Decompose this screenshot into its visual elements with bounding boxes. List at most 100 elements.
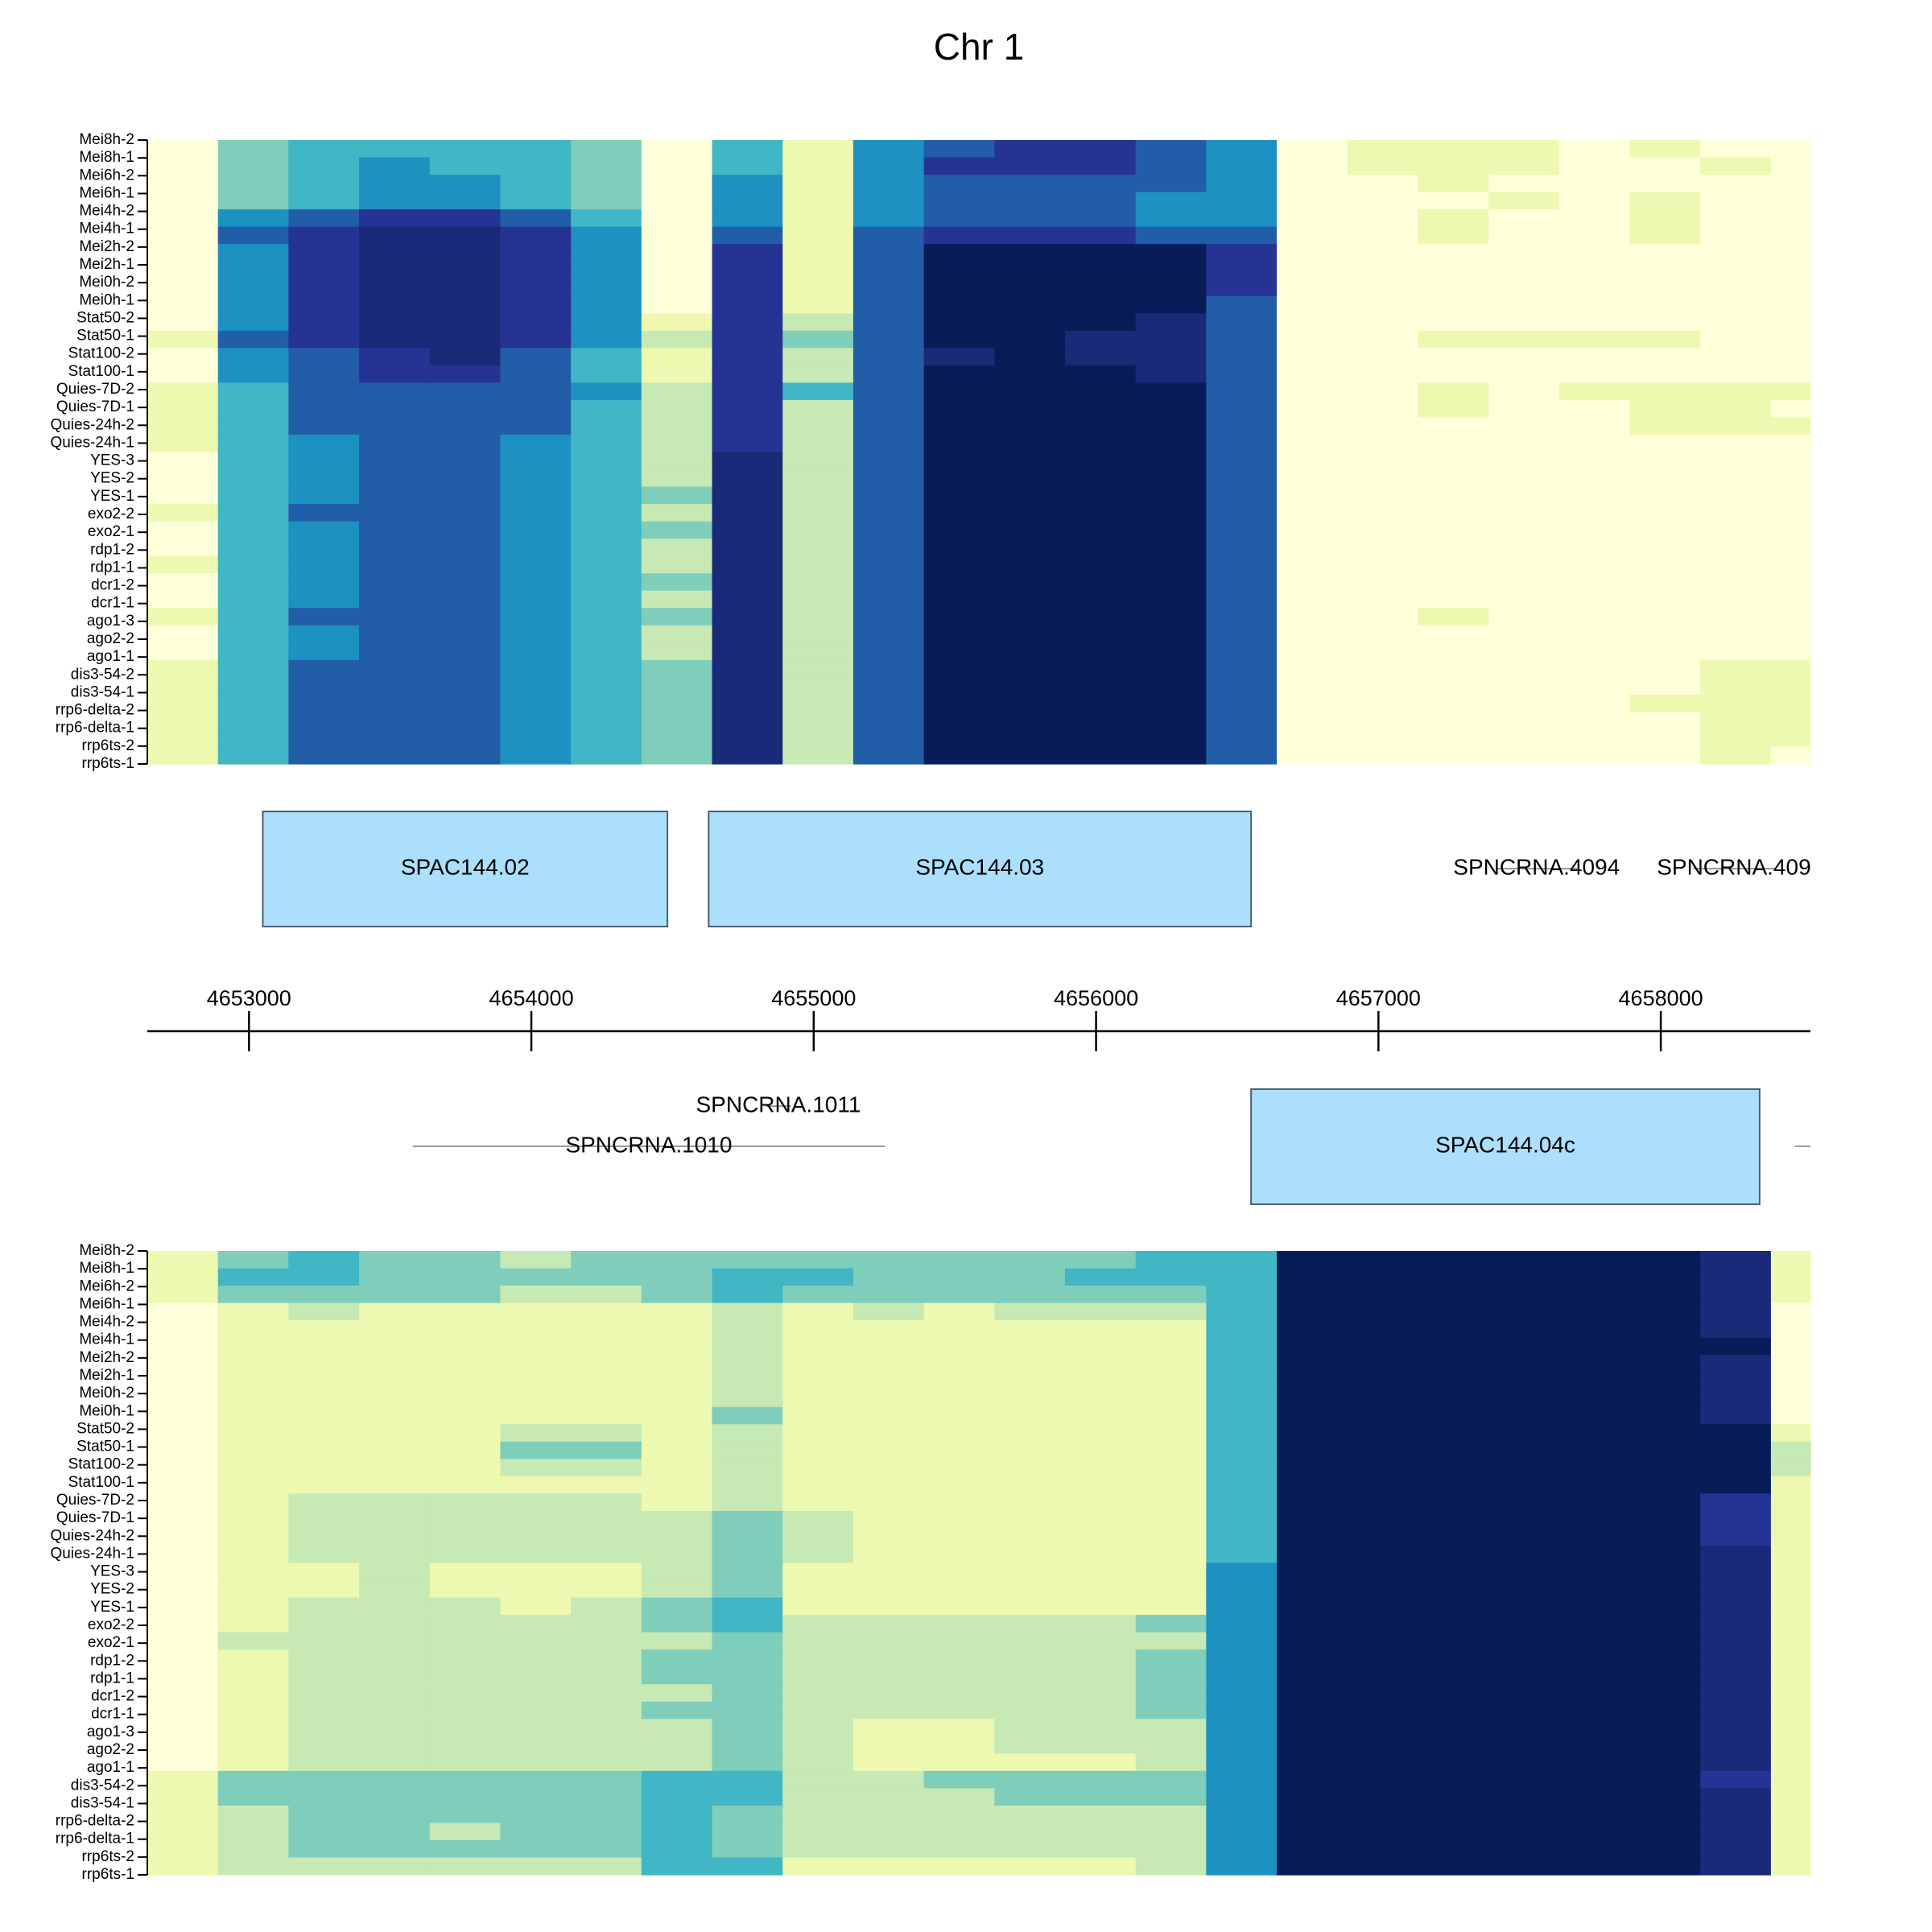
heat-cell — [1770, 694, 1811, 713]
heat-cell — [1488, 469, 1560, 488]
heat-cell — [923, 1337, 995, 1356]
heat-cell — [429, 1545, 502, 1564]
heat-cell — [852, 1251, 925, 1269]
heat-cell — [712, 348, 783, 366]
heat-cell — [217, 1805, 289, 1824]
heat-cell — [1418, 279, 1489, 297]
heat-cell — [712, 452, 783, 470]
heat-cell — [1488, 677, 1560, 696]
heat-cell — [217, 573, 289, 592]
heat-cell — [288, 279, 360, 297]
heat-cell — [641, 712, 713, 730]
heat-cell — [1277, 244, 1348, 262]
heat-cell — [1135, 1666, 1207, 1685]
heat-cell — [1629, 1701, 1701, 1719]
heat-cell — [288, 1770, 360, 1789]
heat-cell — [1135, 573, 1207, 592]
heat-cell — [571, 209, 642, 228]
heat-cell — [1418, 1355, 1489, 1373]
heat-cell — [1629, 175, 1701, 193]
heat-cell — [1347, 1805, 1419, 1824]
heat-cell — [994, 712, 1066, 730]
heat-cell — [500, 348, 572, 366]
row-label: dcr1-2 — [91, 1688, 134, 1705]
heat-cell — [1629, 1372, 1701, 1390]
heat-cell — [1770, 313, 1811, 332]
heat-cell — [782, 712, 854, 730]
heat-cell — [1488, 521, 1560, 539]
heat-cell — [1629, 1632, 1701, 1650]
heat-cell — [1770, 209, 1811, 228]
heat-cell — [217, 1719, 289, 1737]
heat-cell — [1347, 1355, 1419, 1373]
heat-cell — [359, 1823, 431, 1841]
heat-cell — [1770, 590, 1811, 609]
heat-cell — [852, 469, 925, 488]
row-label: dis3-54-2 — [71, 1777, 134, 1794]
heat-cell — [429, 399, 502, 419]
heat-cell — [712, 279, 783, 297]
heat-cell — [217, 1510, 289, 1530]
heat-cell — [1488, 1563, 1560, 1581]
x-tick-label: 4658000 — [1619, 986, 1703, 1010]
heat-cell — [1206, 1459, 1278, 1477]
heat-cell — [1488, 573, 1560, 592]
heat-cell — [217, 642, 289, 661]
heat-cell — [1700, 677, 1772, 696]
heat-cell — [712, 365, 783, 383]
heat-cell — [429, 1597, 502, 1616]
heat-cell — [641, 1286, 713, 1304]
heat-cell — [1064, 1302, 1137, 1321]
heat-cell — [147, 1510, 219, 1530]
heat-cell — [1347, 279, 1419, 297]
heat-cell — [1277, 175, 1348, 193]
heat-cell — [1418, 434, 1489, 453]
heat-cell — [1418, 1857, 1489, 1876]
heat-cell — [217, 677, 289, 696]
heat-cell — [1277, 1337, 1348, 1356]
heat-cell — [1206, 244, 1278, 262]
heat-cell — [1629, 539, 1701, 557]
heat-cell — [288, 608, 360, 626]
heat-cell — [1135, 1719, 1207, 1737]
heat-cell — [923, 365, 995, 383]
heat-cell — [1277, 729, 1348, 748]
heat-cell — [288, 1476, 360, 1494]
heat-cell — [217, 452, 289, 470]
heat-cell — [500, 1632, 572, 1650]
heat-cell — [1347, 1701, 1419, 1719]
heat-cell — [359, 539, 431, 557]
heat-cell — [1629, 555, 1701, 574]
heat-cell — [1206, 590, 1278, 609]
heat-cell — [500, 1302, 572, 1321]
heat-cell — [1135, 417, 1207, 436]
heat-cell — [147, 1545, 219, 1564]
heat-cell — [288, 1424, 360, 1443]
heat-cell — [923, 521, 995, 539]
heat-cell — [1277, 1839, 1348, 1859]
heat-cell — [1770, 417, 1811, 436]
heat-cell — [1206, 1805, 1278, 1824]
heat-cell — [1418, 659, 1489, 678]
heat-cell — [782, 573, 854, 592]
heat-cell — [1770, 1251, 1811, 1269]
heat-cell — [500, 279, 572, 297]
heat-cell — [571, 539, 642, 557]
heat-cell — [1277, 573, 1348, 592]
heat-cell — [1629, 434, 1701, 453]
heat-cell — [923, 1545, 995, 1564]
heat-cell — [147, 659, 219, 678]
heat-cell — [217, 1597, 289, 1616]
heat-cell — [429, 330, 502, 349]
heat-cell — [1418, 1337, 1489, 1356]
heat-cell — [288, 504, 360, 522]
heat-cell — [1347, 452, 1419, 470]
heat-cell — [147, 677, 219, 696]
heat-cell — [288, 382, 360, 401]
heat-cell — [1488, 1770, 1560, 1789]
heat-cell — [641, 313, 713, 332]
heat-cell — [288, 677, 360, 696]
row-label: Mei4h-2 — [79, 203, 134, 220]
heat-cell — [1558, 712, 1631, 730]
heat-cell — [359, 1545, 431, 1564]
